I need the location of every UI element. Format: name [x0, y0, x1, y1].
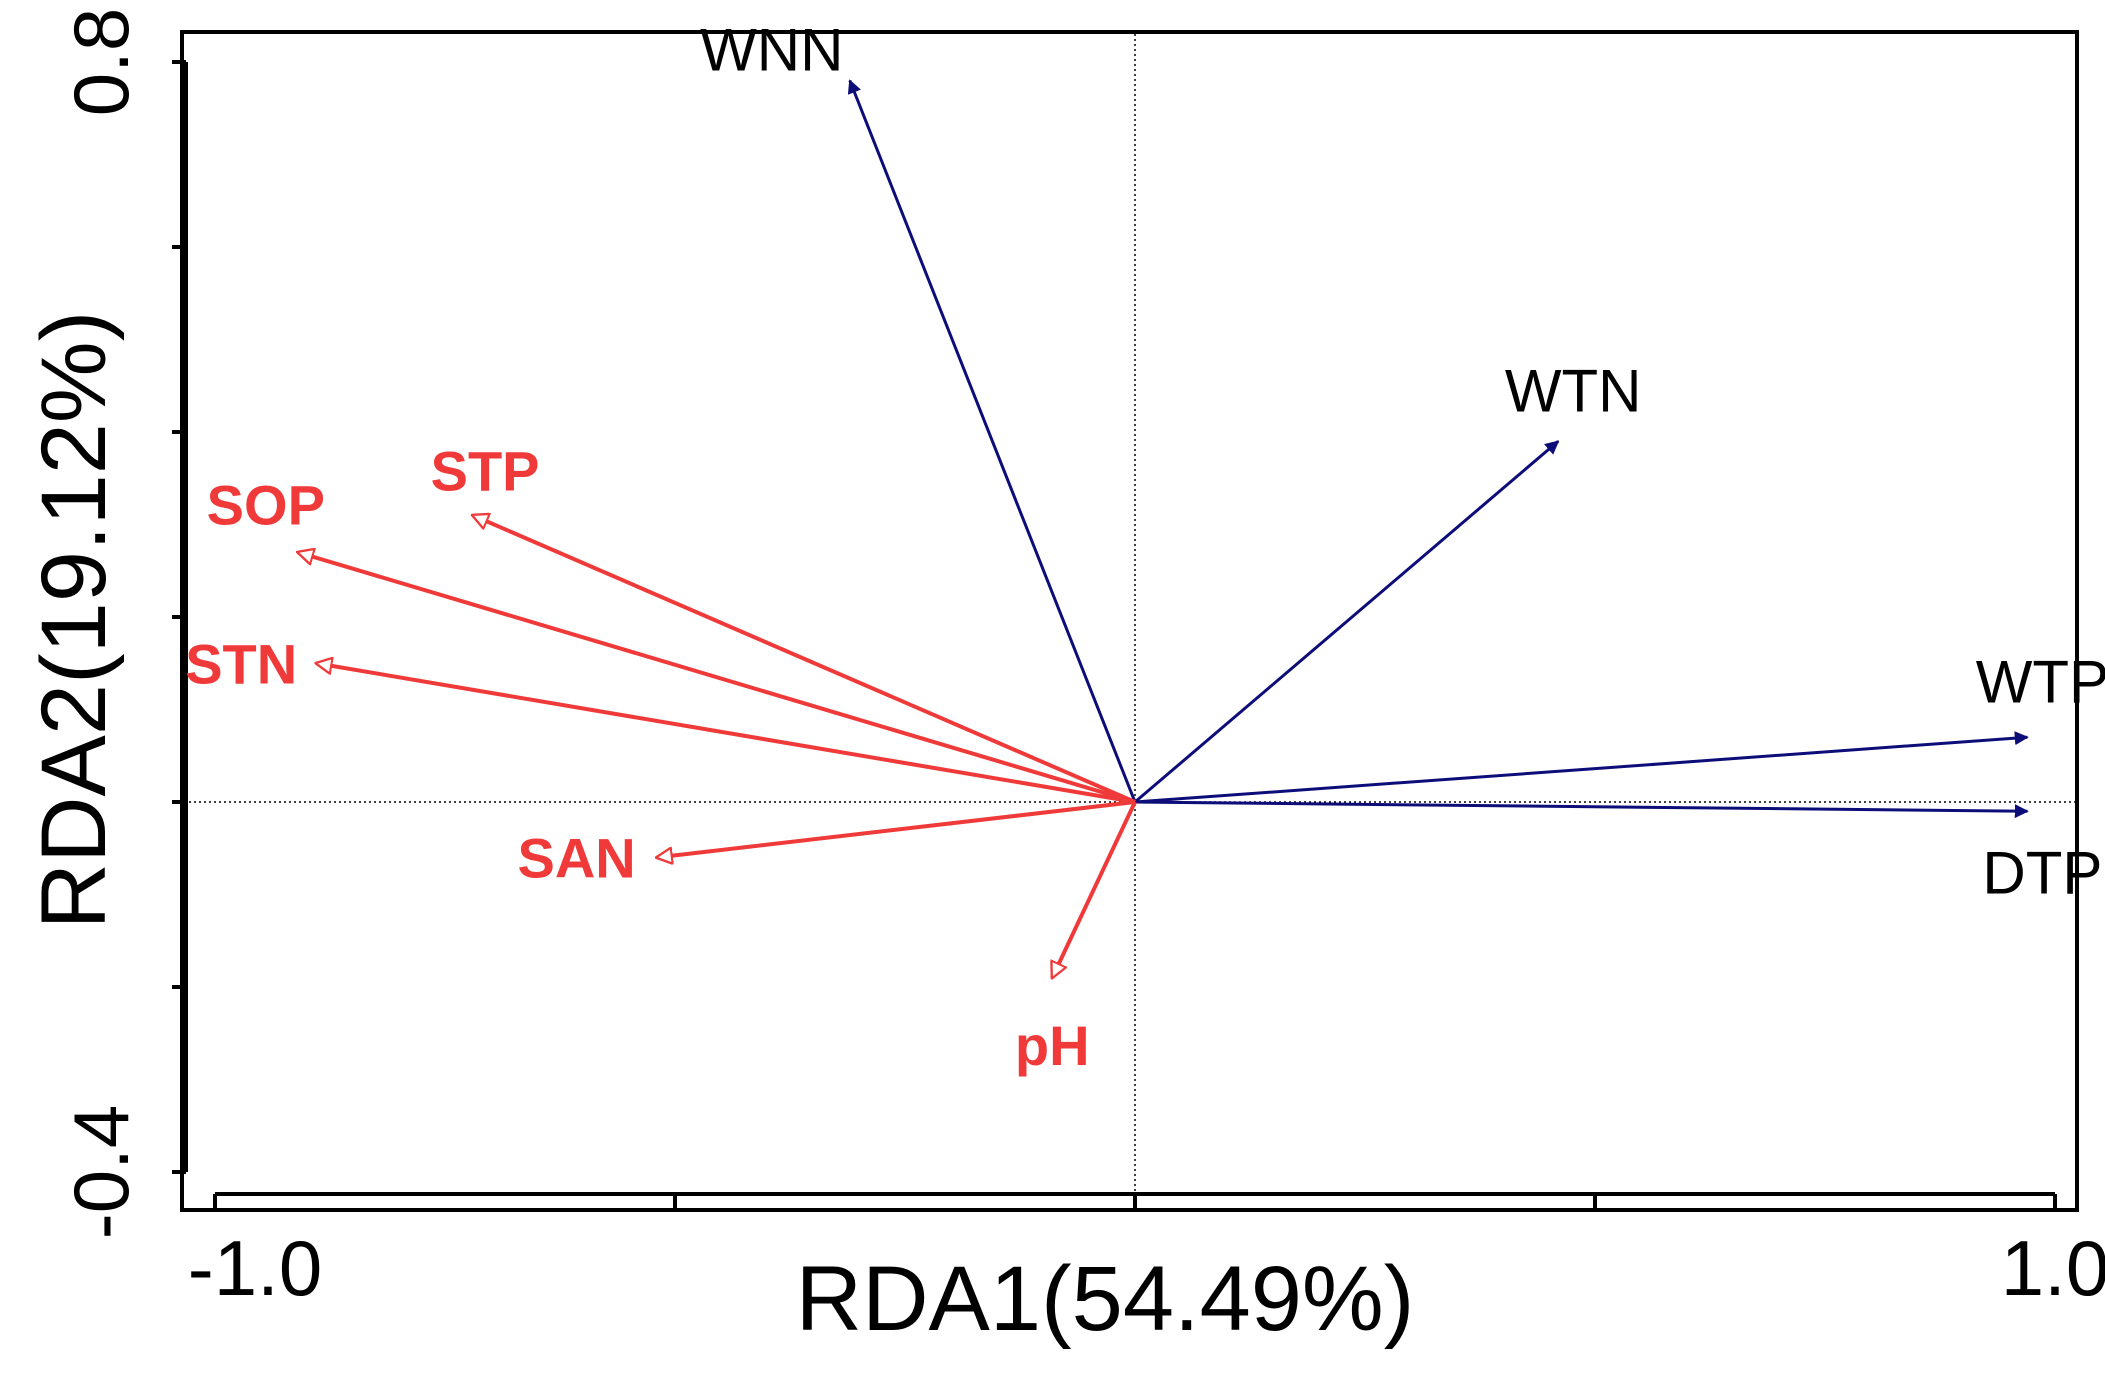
arrow-san — [657, 800, 1136, 858]
arrow-ph — [1052, 801, 1137, 978]
arrow-label-dtp: DTP — [1982, 839, 2102, 906]
arrow-wtn — [1134, 440, 1560, 804]
x-axis-title: RDA1(54.49%) — [796, 1248, 1415, 1350]
y-axis-title: RDA2(19.12%) — [23, 311, 125, 930]
arrow-stp — [473, 515, 1136, 804]
labels-layer: WNN WTN WTP DTP STP SOP STN SAN pH — [185, 17, 2105, 1077]
plot-frame — [180, 30, 2079, 1212]
arrow-stn — [316, 663, 1136, 804]
x-axis — [213, 1192, 2057, 1208]
arrow-label-ph: pH — [1015, 1014, 1090, 1077]
arrow-label-wnn: WNN — [700, 17, 843, 84]
arrow-label-wtn: WTN — [1505, 357, 1642, 424]
arrow-sop — [298, 552, 1136, 804]
y-tick-label-max: 0.8 — [57, 8, 145, 116]
arrow-wnn — [847, 79, 1137, 803]
arrow-label-wtp: WTP — [1976, 648, 2105, 715]
x-tick-label-min: -1.0 — [188, 1224, 322, 1312]
arrow-dtp — [1134, 800, 2029, 819]
arrow-label-sop: SOP — [207, 473, 325, 536]
arrow-label-san: SAN — [517, 827, 635, 890]
x-tick-label-max: 1.0 — [2001, 1224, 2105, 1312]
arrows-layer — [298, 79, 2029, 978]
y-axis — [172, 60, 188, 1174]
arrow-label-stn: STN — [185, 632, 297, 695]
arrow-label-stp: STP — [431, 439, 540, 502]
y-tick-label-min: -0.4 — [57, 1105, 145, 1239]
arrow-wtp — [1134, 731, 2029, 804]
